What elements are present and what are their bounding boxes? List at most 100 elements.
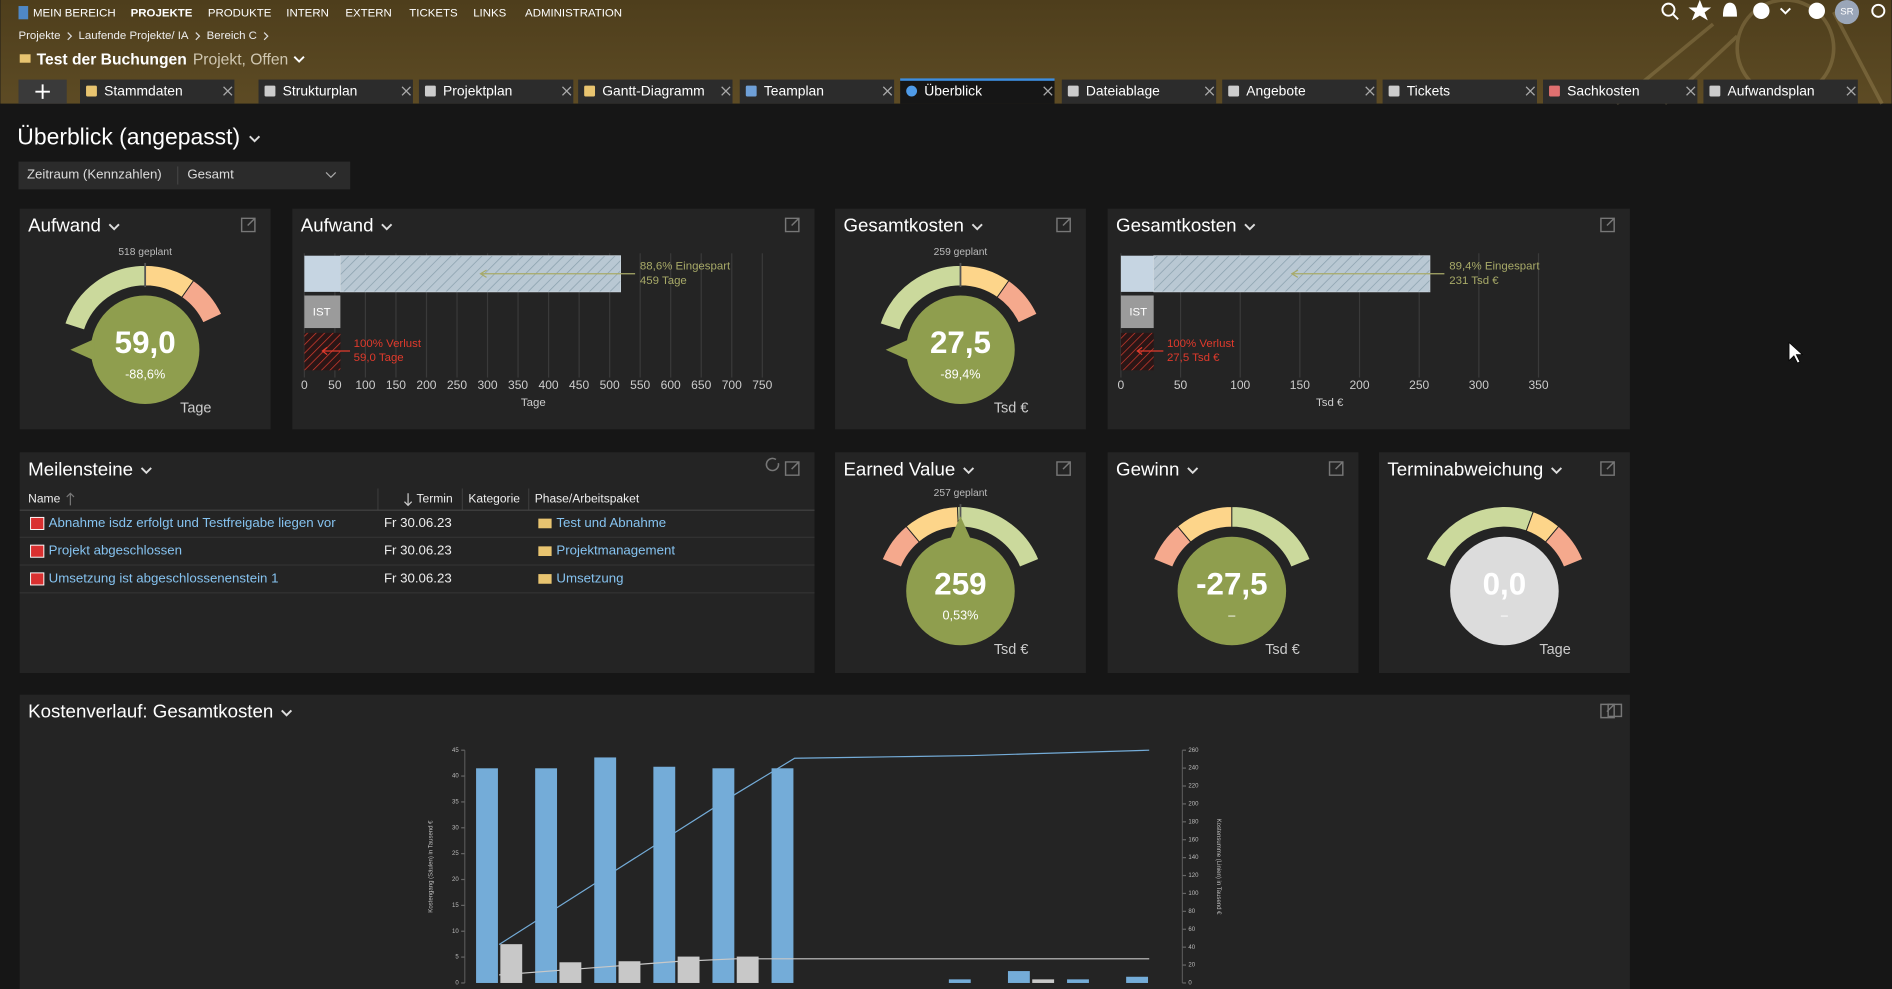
timer-icon[interactable]: [1753, 2, 1770, 20]
tab-close[interactable]: [1365, 86, 1375, 96]
dropdown-chevron[interactable]: [108, 223, 120, 231]
page-title: Überblick (angepasst): [17, 124, 240, 150]
milestone-phase[interactable]: Projektmanagement: [556, 543, 675, 558]
export-icon[interactable]: [1607, 703, 1623, 718]
ist-label: IST: [1129, 306, 1147, 318]
nav-menu-item[interactable]: MEIN BEREICH: [33, 7, 116, 19]
tab[interactable]: [418, 79, 574, 104]
dropdown-chevron[interactable]: [1244, 223, 1256, 231]
gauge-delta: 0,53%: [943, 609, 979, 623]
open-external-icon[interactable]: [240, 217, 256, 233]
x-tick-label: 200: [1349, 378, 1369, 392]
bell-icon[interactable]: [1722, 2, 1737, 17]
nav-menu-item[interactable]: PROJEKTE: [131, 7, 193, 19]
tab-label[interactable]: Strukturplan: [283, 82, 358, 98]
tab-close[interactable]: [1204, 86, 1215, 96]
tab-label[interactable]: Stammdaten: [104, 82, 183, 98]
x-tick-label: 350: [508, 378, 528, 392]
nav-menu-item[interactable]: ADMINISTRATION: [525, 7, 622, 19]
nav-menu-item[interactable]: INTERN: [286, 7, 329, 19]
column-header[interactable]: Name: [28, 492, 60, 506]
breadcrumb-item[interactable]: Bereich C: [207, 30, 257, 42]
tab-label[interactable]: Gantt-Diagramm: [602, 82, 704, 98]
tab-close[interactable]: [561, 86, 572, 96]
milestone-name[interactable]: Abnahme isdz erfolgt und Testfreigabe li…: [49, 515, 337, 530]
milestone-name[interactable]: Projekt abgeschlossen: [49, 543, 182, 558]
tab-label[interactable]: Teamplan: [764, 82, 824, 98]
help-icon[interactable]: [1808, 2, 1826, 20]
tab-icon: [1709, 85, 1721, 97]
column-header[interactable]: Kategorie: [468, 492, 520, 506]
tab-label[interactable]: Projektplan: [443, 82, 512, 98]
tab-close[interactable]: [401, 86, 411, 96]
dropdown-chevron[interactable]: [381, 223, 393, 231]
open-external-icon[interactable]: [1328, 461, 1344, 476]
gauge-value: 259: [934, 566, 986, 601]
tab-label[interactable]: Aufwandsplan: [1728, 82, 1815, 98]
column-header[interactable]: Termin: [417, 492, 453, 506]
tab[interactable]: [1543, 79, 1698, 104]
tab-label[interactable]: Dateiablage: [1086, 82, 1160, 98]
avatar[interactable]: [1834, 0, 1860, 25]
widget-title: Kostenverlauf: Gesamtkosten: [28, 701, 273, 722]
dropdown-chevron[interactable]: [249, 135, 261, 143]
tab[interactable]: [739, 79, 895, 104]
dropdown-chevron[interactable]: [971, 223, 983, 231]
tab-label[interactable]: Sachkosten: [1567, 82, 1639, 98]
breadcrumb-item[interactable]: Projekte: [19, 30, 61, 42]
y-tick-label: 40: [452, 774, 459, 780]
nav-menu-item[interactable]: EXTERN: [345, 7, 391, 19]
filter-box[interactable]: [18, 161, 351, 190]
tab[interactable]: [258, 79, 413, 104]
open-external-icon[interactable]: [1056, 217, 1071, 233]
open-external-icon[interactable]: [1600, 217, 1615, 233]
sort-arrow: [404, 493, 413, 507]
milestone-phase[interactable]: Test und Abnahme: [556, 515, 666, 530]
tab-icon: [1549, 85, 1560, 97]
gauge-core: [906, 295, 1015, 405]
dropdown-chevron[interactable]: [963, 467, 975, 475]
widget-title: Aufwand: [301, 215, 374, 236]
refresh-icon[interactable]: [765, 457, 780, 472]
column-header[interactable]: Phase/Arbeitspaket: [535, 492, 640, 506]
tab-close[interactable]: [223, 86, 233, 96]
tab-label[interactable]: Tickets: [1407, 82, 1450, 98]
dropdown-chevron[interactable]: [1551, 467, 1563, 475]
tab-close[interactable]: [1846, 86, 1856, 96]
milestone-phase[interactable]: Umsetzung: [556, 570, 623, 585]
tab[interactable]: [80, 79, 235, 104]
tab-close[interactable]: [882, 86, 893, 96]
tab-close[interactable]: [721, 86, 731, 96]
tab[interactable]: [1382, 79, 1537, 104]
tab[interactable]: [1061, 79, 1217, 104]
star-icon[interactable]: [1688, 0, 1712, 21]
nav-menu-item[interactable]: LINKS: [473, 7, 506, 19]
gauge-band: [957, 506, 1040, 568]
tab[interactable]: [1703, 79, 1858, 104]
y2-tick-label: 160: [1188, 837, 1199, 843]
dropdown-chevron[interactable]: [293, 56, 305, 63]
breadcrumb-item[interactable]: Laufende Projekte/ IA: [79, 30, 189, 42]
tab[interactable]: [900, 79, 1055, 104]
nav-menu-item[interactable]: PRODUKTE: [208, 7, 272, 19]
search-icon[interactable]: [1661, 2, 1676, 17]
open-external-icon[interactable]: [1056, 461, 1071, 476]
nav-menu-item[interactable]: TICKETS: [409, 7, 458, 19]
tab[interactable]: [578, 79, 733, 104]
open-external-icon[interactable]: [784, 217, 800, 233]
dropdown-chevron[interactable]: [1187, 467, 1199, 475]
dropdown-chevron[interactable]: [281, 709, 293, 717]
tab[interactable]: [1222, 79, 1377, 104]
milestone-name[interactable]: Umsetzung ist abgeschlossenenstein 1: [49, 570, 279, 585]
tab-close[interactable]: [1043, 86, 1053, 96]
tab-close[interactable]: [1686, 86, 1696, 96]
gauge-core: [1177, 536, 1287, 646]
x-tick-label: 350: [1528, 378, 1548, 392]
open-external-icon[interactable]: [1600, 461, 1615, 476]
tab-label[interactable]: Angebote: [1246, 82, 1306, 98]
tab-label[interactable]: Überblick: [924, 81, 982, 98]
open-external-icon[interactable]: [784, 461, 800, 476]
tab-close[interactable]: [1525, 86, 1536, 96]
dropdown-chevron[interactable]: [140, 467, 152, 475]
settings-icon[interactable]: [1871, 3, 1886, 18]
